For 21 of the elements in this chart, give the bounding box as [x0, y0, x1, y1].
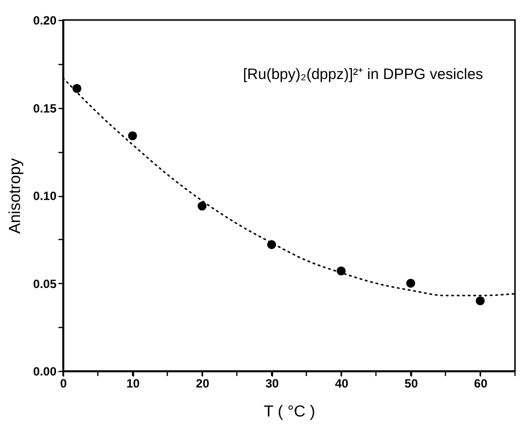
y-tick-label: 0.20	[33, 14, 57, 28]
y-tick-label: 0.00	[33, 364, 57, 378]
point	[476, 296, 485, 306]
x-tick-label: 40	[334, 376, 349, 390]
x-tick-label: 30	[265, 376, 280, 390]
annotation: [Ru(bpy)₂(dppz)]²⁺ in DPPG vesicles	[243, 66, 484, 83]
x-tick-label: 10	[126, 376, 140, 390]
point	[336, 266, 346, 276]
point	[406, 278, 416, 288]
point	[128, 131, 138, 140]
x-tick-label: 50	[404, 376, 418, 390]
y-tick-label: 0.15	[33, 101, 57, 116]
x-tick-label: 0	[60, 376, 68, 390]
x-tick-label: 20	[196, 376, 210, 390]
y-tick-label: 0.10	[33, 189, 57, 203]
x-axis-title: T ( °C )	[264, 404, 316, 420]
point	[198, 202, 207, 210]
y-tick-label: 0.05	[33, 276, 57, 291]
point	[72, 84, 82, 93]
x-tick-label: 60	[474, 376, 488, 390]
y-axis-title: Anisotropy	[7, 158, 24, 234]
